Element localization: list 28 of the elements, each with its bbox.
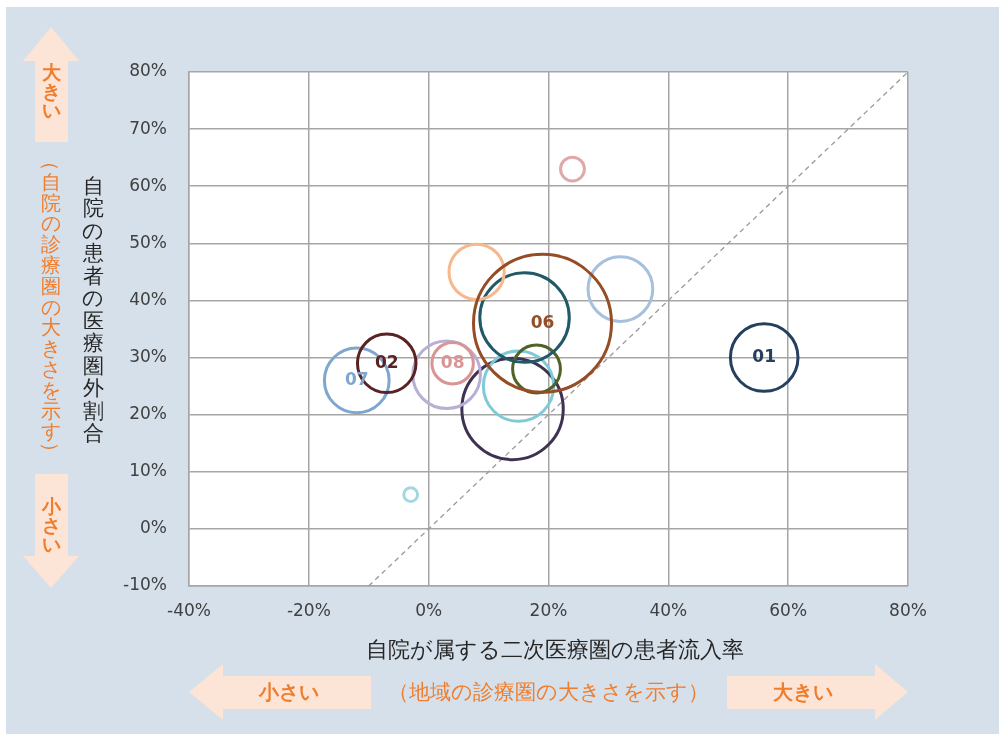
x-tick-label: 60% xyxy=(769,599,808,620)
y-tick-label: 40% xyxy=(129,288,167,309)
x-axis-title: 自院が属する二次医療圏の患者流入率 xyxy=(366,637,744,662)
series-label: 01 xyxy=(752,345,777,366)
y-tick-label: 50% xyxy=(129,231,167,252)
text: （自院の診療圏の大きさを示す） xyxy=(39,151,64,463)
text: 06 xyxy=(530,311,555,332)
y-tick-label: 70% xyxy=(129,117,167,138)
y-tick-label: -10% xyxy=(123,574,167,595)
x-tick-label: -20% xyxy=(286,599,331,620)
x-tick-label: 20% xyxy=(529,599,568,620)
text: 大きい xyxy=(773,680,833,704)
y-tick-label: 20% xyxy=(129,403,167,424)
y-tick-label: 10% xyxy=(129,460,167,481)
y-tick-label: 0% xyxy=(140,517,167,538)
y-tick-label: 30% xyxy=(129,345,167,366)
x-tick-label: 0% xyxy=(415,599,443,620)
text: 大きい xyxy=(40,60,62,121)
text: （地域の診療圏の大きさを示す） xyxy=(387,679,709,704)
y-tick-label: 60% xyxy=(129,174,167,195)
text: 小さい xyxy=(259,680,319,704)
x-tick-label: -40% xyxy=(167,599,211,620)
series-label: 08 xyxy=(440,351,465,372)
text: 自院の患者の医療圏外割合 xyxy=(82,174,104,446)
x-tick-label: 40% xyxy=(649,599,688,620)
y-tick-label: 80% xyxy=(129,60,167,81)
text: 小さい xyxy=(40,494,62,555)
x-tick-label: 80% xyxy=(889,599,927,620)
